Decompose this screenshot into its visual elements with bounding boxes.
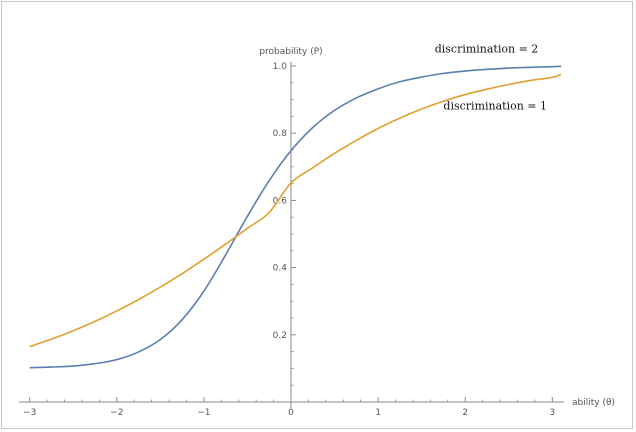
y-tick-label: 0.8 [273,129,288,139]
axes-group: −3 −2 −1 0 1 2 3 0.2 0.4 0.6 0.8 1.0 ability (θ) prob… [18,47,615,418]
series-line-1 [29,65,562,369]
x-tick-label: 0 [288,408,294,418]
series-annotation-1: discrimination = 2 [435,43,539,56]
y-tick-label: 0.6 [273,196,288,206]
x-tick-label: −2 [110,408,123,418]
y-tick-label: 1.0 [273,62,288,72]
annotation-layer: discrimination = 2 discrimination = 1 [435,43,547,113]
x-tick-label: −3 [23,408,36,418]
y-tick-label: 0.4 [273,264,288,274]
x-tick-label: 1 [375,408,381,418]
series-annotation-2: discrimination = 1 [443,100,547,113]
y-axis-label: probability (P) [259,47,322,57]
series-layer [29,65,562,369]
series-line-2 [29,73,562,348]
x-tick-label: −1 [197,408,210,418]
x-tick-label: 2 [462,408,468,418]
x-axis-label: ability (θ) [572,398,615,408]
y-tick-label: 0.2 [273,331,287,341]
x-tick-label: 3 [549,408,555,418]
